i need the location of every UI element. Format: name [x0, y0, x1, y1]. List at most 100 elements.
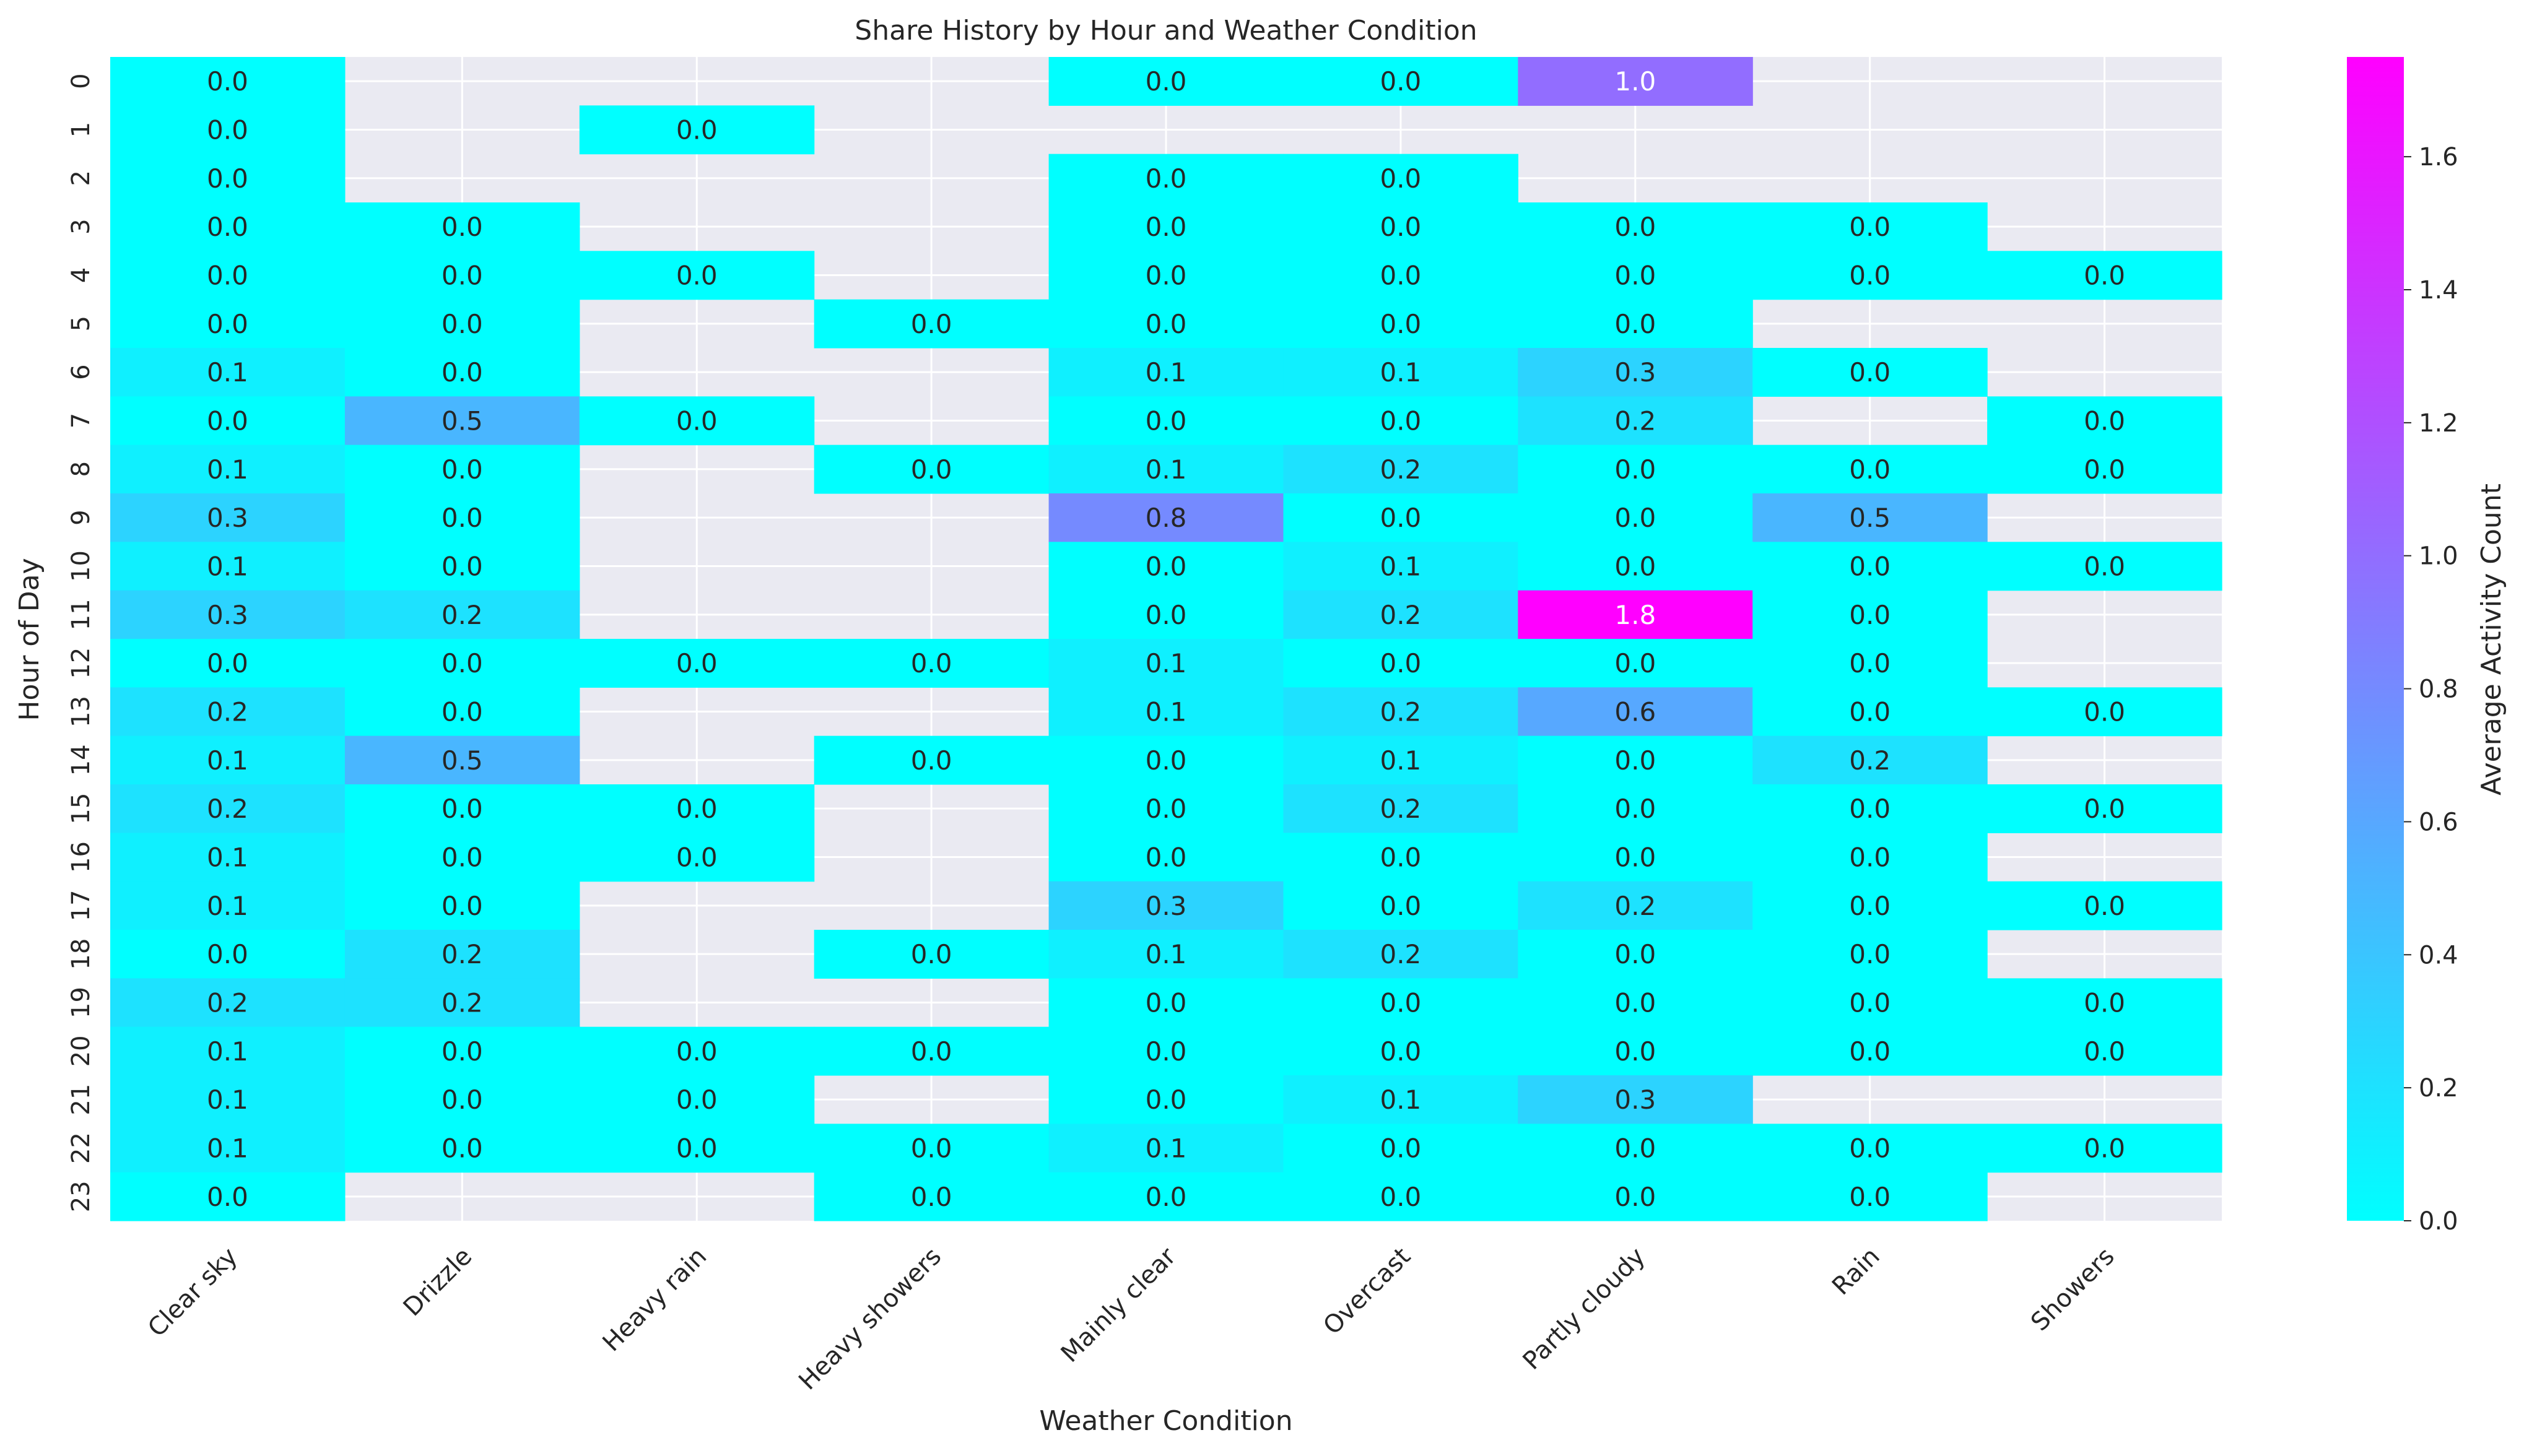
heatmap-cell [1518, 444, 1753, 494]
cell-value-label: 0.1 [207, 1036, 248, 1067]
cell-value-label: 0.0 [1146, 1182, 1187, 1212]
heatmap-cell [1518, 930, 1753, 979]
cell-value-label: 0.1 [207, 1133, 248, 1164]
y-tick-label: 0 [67, 73, 95, 89]
cell-value-label: 0.3 [207, 600, 248, 630]
cell-value-label: 0.2 [207, 697, 248, 727]
heatmap-cell [1283, 735, 1518, 785]
cell-value-label: 0.0 [1380, 261, 1421, 291]
heatmap-cell [1048, 1124, 1284, 1173]
heatmap-cell [344, 833, 580, 882]
cell-value-label: 0.0 [676, 406, 718, 436]
heatmap-cell [1752, 1026, 1988, 1076]
heatmap-cell [1518, 687, 1753, 737]
y-tick-label: 12 [67, 648, 95, 679]
heatmap-cell [344, 687, 580, 737]
heatmap-cell [344, 978, 580, 1028]
heatmap-cell [814, 639, 1050, 688]
heatmap-cell [1518, 784, 1753, 833]
cell-value-label: 0.0 [1380, 1182, 1421, 1212]
heatmap-cell [1048, 348, 1284, 397]
heatmap-cell [1283, 1075, 1518, 1124]
heatmap-cell [1987, 881, 2222, 930]
heatmap-cell [344, 590, 580, 639]
colorbar-tick-label: 0.8 [2419, 675, 2458, 704]
heatmap-cell [1283, 639, 1518, 688]
heatmap-cell [814, 1026, 1050, 1076]
heatmap-cell [1048, 735, 1284, 785]
cell-value-label: 0.5 [442, 406, 483, 436]
cell-value-label: 0.0 [442, 648, 483, 678]
cell-value-label: 0.0 [911, 745, 952, 776]
y-tick-label: 21 [67, 1084, 95, 1116]
y-tick-label: 19 [67, 987, 95, 1018]
y-tick-label: 10 [67, 550, 95, 582]
cell-value-label: 0.0 [442, 503, 483, 533]
cell-value-label: 0.0 [2084, 552, 2125, 582]
cell-value-label: 0.0 [911, 1133, 952, 1164]
cell-value-label: 0.3 [1146, 891, 1187, 921]
cell-value-label: 0.0 [1849, 212, 1891, 242]
y-tick-label: 5 [67, 316, 95, 331]
heatmap-cell [110, 348, 346, 397]
cell-value-label: 0.0 [442, 843, 483, 873]
heatmap-cell [344, 251, 580, 300]
cell-value-label: 0.0 [676, 648, 718, 678]
heatmap-cell [1283, 396, 1518, 446]
heatmap-cell [579, 833, 815, 882]
cell-value-label: 0.0 [207, 163, 248, 194]
cell-value-label: 0.0 [676, 1085, 718, 1115]
colorbar-tick-label: 0.4 [2419, 941, 2458, 969]
heatmap-cell [1048, 1075, 1284, 1124]
heatmap-cell [1752, 348, 1988, 397]
cell-value-label: 0.0 [2084, 891, 2125, 921]
cell-value-label: 0.0 [442, 1085, 483, 1115]
cell-value-label: 0.0 [911, 1036, 952, 1067]
cell-value-label: 0.1 [1146, 939, 1187, 969]
y-tick-label: 8 [67, 461, 95, 477]
heatmap-cell [110, 1124, 346, 1173]
heatmap-cell [344, 1026, 580, 1076]
heatmap-cell [110, 687, 346, 737]
cell-value-label: 0.0 [2084, 261, 2125, 291]
cell-value-label: 0.2 [442, 988, 483, 1018]
colorbar-tick-label: 0.2 [2419, 1074, 2458, 1103]
cell-value-label: 0.0 [911, 648, 952, 678]
y-tick-label: 1 [67, 122, 95, 137]
heatmap-cell [1752, 444, 1988, 494]
heatmap-cell [1518, 493, 1753, 542]
cell-value-label: 0.0 [2084, 454, 2125, 485]
heatmap-cell [1048, 202, 1284, 251]
cell-value-label: 0.0 [1146, 163, 1187, 194]
heatmap-cell [344, 299, 580, 349]
cell-value-label: 0.1 [207, 745, 248, 776]
cell-value-label: 0.0 [207, 66, 248, 97]
heatmap-cell [110, 978, 346, 1028]
heatmap-cell [1518, 1026, 1753, 1076]
cell-value-label: 0.0 [1614, 1036, 1656, 1067]
cell-value-label: 0.1 [207, 357, 248, 388]
heatmap-cell [1048, 493, 1284, 542]
heatmap-cell [344, 1124, 580, 1173]
cell-value-label: 0.0 [442, 309, 483, 339]
heatmap-cell [1518, 590, 1753, 639]
cell-value-label: 0.0 [1380, 988, 1421, 1018]
cell-value-label: 0.0 [1380, 1036, 1421, 1067]
heatmap-cell [1048, 299, 1284, 349]
cell-value-label: 0.0 [207, 115, 248, 145]
heatmap-cell [1518, 735, 1753, 785]
cell-value-label: 0.0 [911, 454, 952, 485]
cell-value-label: 0.0 [1849, 1133, 1891, 1164]
cell-value-label: 0.3 [1614, 1085, 1656, 1115]
heatmap-cell [110, 154, 346, 203]
colorbar-tick-label: 1.0 [2419, 542, 2458, 571]
heatmap-cell [1518, 1124, 1753, 1173]
y-tick-label: 3 [67, 219, 95, 234]
heatmap-cell [1987, 1124, 2222, 1173]
heatmap-cell [1283, 784, 1518, 833]
cell-value-label: 0.8 [1146, 503, 1187, 533]
heatmap-cell [1048, 930, 1284, 979]
cell-value-label: 0.0 [1380, 163, 1421, 194]
cell-value-label: 0.0 [1849, 261, 1891, 291]
cell-value-label: 0.1 [207, 454, 248, 485]
